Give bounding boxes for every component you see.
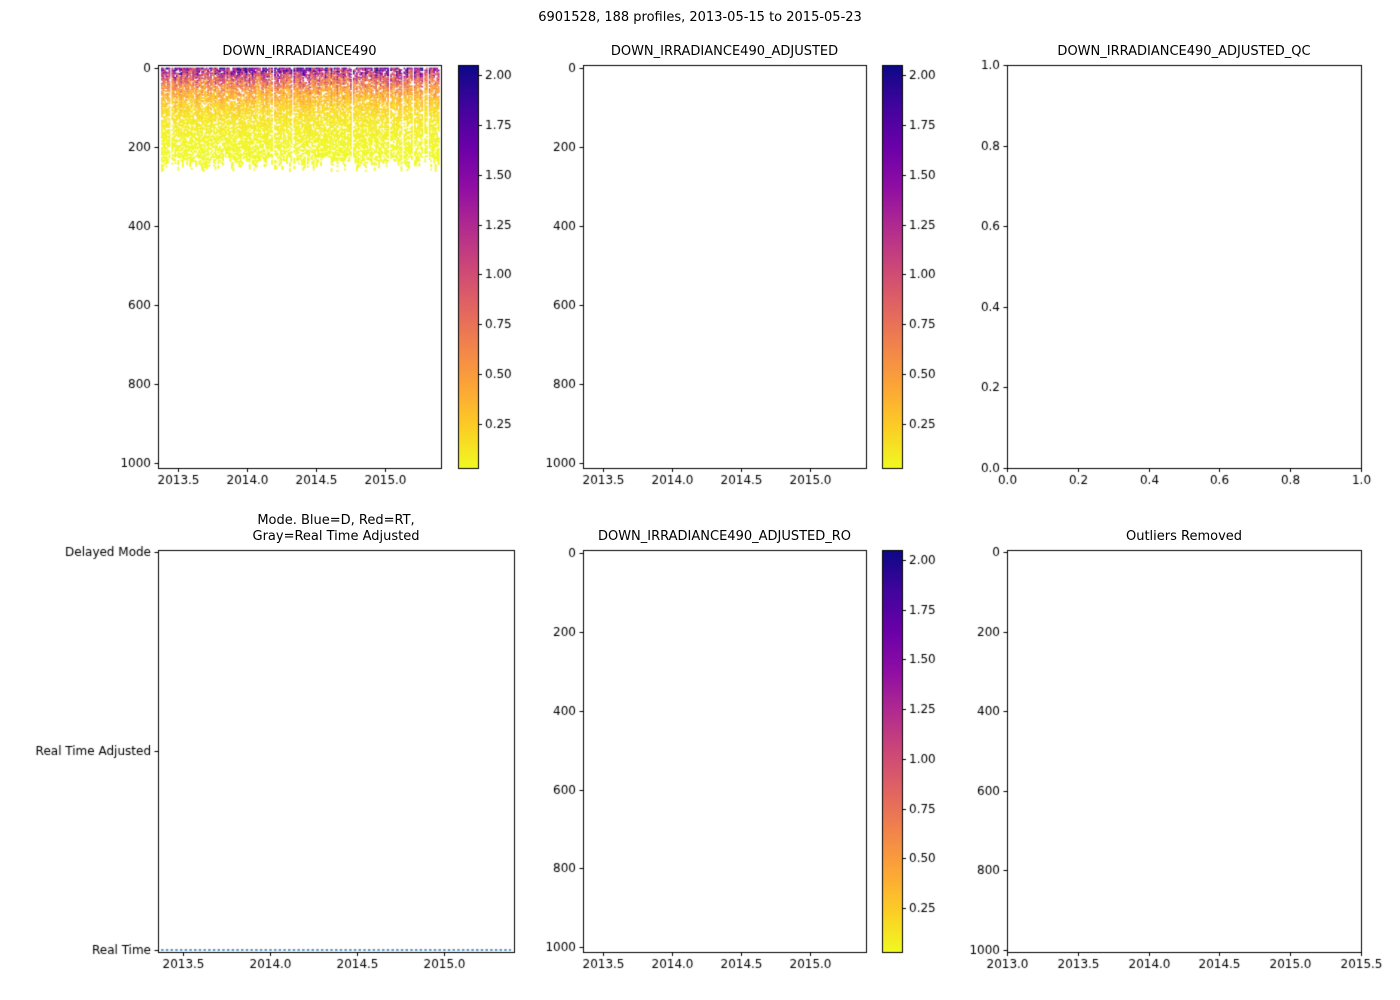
figure-title: 6901528, 188 profiles, 2013-05-15 to 201… xyxy=(538,10,862,25)
